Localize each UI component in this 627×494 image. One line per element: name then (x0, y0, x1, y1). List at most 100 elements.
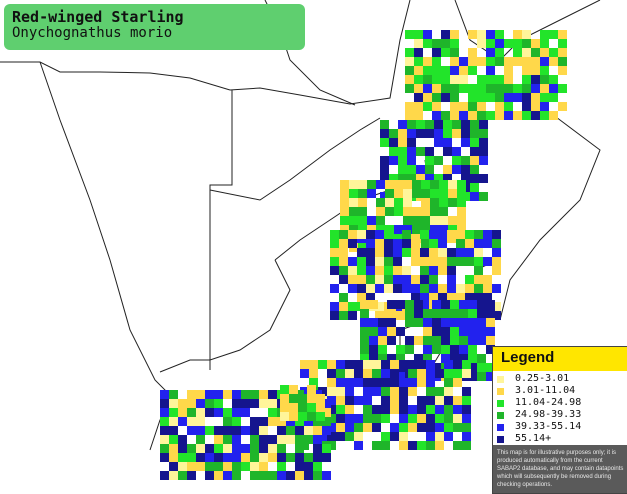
grid-cell (322, 453, 331, 462)
grid-cell (402, 266, 411, 275)
grid-cell (277, 426, 286, 435)
grid-cell (414, 93, 423, 102)
grid-cell (483, 284, 492, 293)
grid-cell (486, 57, 495, 66)
grid-cell (429, 230, 438, 239)
grid-cell (390, 405, 399, 414)
grid-cell (387, 318, 396, 327)
grid-cell (474, 248, 483, 257)
grid-cell (407, 147, 416, 156)
grid-cell (486, 48, 495, 57)
grid-cell (366, 239, 375, 248)
grid-cell (390, 360, 399, 369)
grid-cell (486, 345, 495, 354)
grid-cell (452, 129, 461, 138)
grid-cell (277, 453, 286, 462)
grid-cell (522, 75, 531, 84)
grid-cell (223, 390, 232, 399)
grid-cell (363, 405, 372, 414)
grid-cell (492, 248, 501, 257)
grid-cell (402, 284, 411, 293)
grid-cell (336, 360, 345, 369)
grid-cell (540, 57, 549, 66)
grid-cell (327, 441, 336, 450)
grid-cell (416, 129, 425, 138)
grid-cell (483, 275, 492, 284)
grid-cell (223, 462, 232, 471)
grid-cell (205, 444, 214, 453)
grid-cell (531, 75, 540, 84)
grid-cell (407, 156, 416, 165)
grid-cell (380, 120, 389, 129)
grid-cell (425, 120, 434, 129)
grid-cell (360, 318, 369, 327)
grid-cell (477, 318, 486, 327)
grid-cell (438, 284, 447, 293)
grid-cell (444, 405, 453, 414)
grid-cell (313, 471, 322, 480)
grid-cell (376, 180, 385, 189)
grid-cell (354, 441, 363, 450)
grid-cell (402, 239, 411, 248)
grid-cell (295, 453, 304, 462)
grid-cell (384, 257, 393, 266)
grid-cell (178, 408, 187, 417)
grid-cell (214, 408, 223, 417)
grid-cell (408, 378, 417, 387)
grid-cell (429, 239, 438, 248)
grid-cell (416, 174, 425, 183)
grid-cell (432, 300, 441, 309)
grid-cell (470, 120, 479, 129)
grid-cell (300, 360, 309, 369)
grid-cell (357, 293, 366, 302)
grid-cell (250, 426, 259, 435)
grid-cell (160, 453, 169, 462)
grid-cell (330, 284, 339, 293)
legend-panel: Legend 0.25-3.01 3.01-11.04 11.04-24.98 … (492, 346, 627, 494)
grid-cell (522, 111, 531, 120)
species-title-panel: Red-winged Starling Onychognathus morio (4, 4, 305, 50)
grid-cell (372, 423, 381, 432)
grid-cell (456, 293, 465, 302)
grid-cell (414, 66, 423, 75)
grid-cell (160, 399, 169, 408)
grid-cell (402, 248, 411, 257)
grid-cell (447, 248, 456, 257)
grid-cell (416, 120, 425, 129)
grid-cell (450, 102, 459, 111)
grid-cell (372, 387, 381, 396)
grid-cell (438, 248, 447, 257)
grid-cell (405, 48, 414, 57)
grid-cell (232, 435, 241, 444)
grid-cell (457, 180, 466, 189)
grid-cell (461, 165, 470, 174)
grid-cell (468, 336, 477, 345)
grid-cell (423, 318, 432, 327)
grid-cell (354, 396, 363, 405)
grid-cell (495, 102, 504, 111)
grid-cell (429, 266, 438, 275)
grid-cell (444, 414, 453, 423)
grid-cell (268, 435, 277, 444)
grid-cell (313, 426, 322, 435)
grid-cell (367, 189, 376, 198)
grid-cell (417, 396, 426, 405)
grid-cell (387, 336, 396, 345)
grid-cell (187, 444, 196, 453)
grid-cell (381, 405, 390, 414)
legend-swatch (497, 376, 504, 383)
grid-cell (378, 336, 387, 345)
grid-cell (169, 408, 178, 417)
grid-cell (461, 120, 470, 129)
country-border-botswana-south (209, 117, 381, 201)
grid-cell (432, 102, 441, 111)
grid-cell (345, 405, 354, 414)
grid-cell (479, 138, 488, 147)
grid-cell (479, 156, 488, 165)
grid-cell (339, 239, 348, 248)
grid-cell (339, 248, 348, 257)
grid-cell (394, 189, 403, 198)
grid-cell (366, 293, 375, 302)
